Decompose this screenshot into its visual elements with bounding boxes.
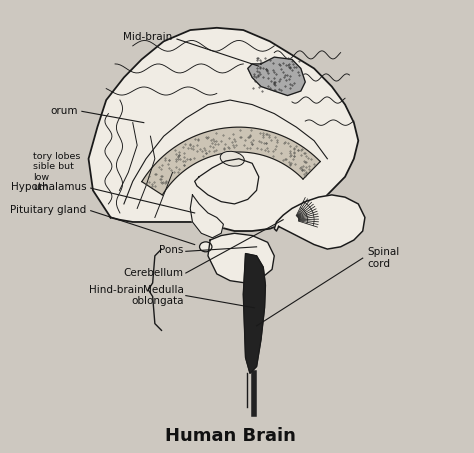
- Ellipse shape: [200, 242, 212, 252]
- Polygon shape: [89, 28, 358, 231]
- Text: Human Brain: Human Brain: [164, 428, 295, 445]
- Text: Pons: Pons: [159, 246, 183, 255]
- Text: orum: orum: [50, 106, 77, 116]
- Polygon shape: [195, 159, 259, 204]
- Text: Pituitary gland: Pituitary gland: [10, 205, 86, 215]
- Text: Mid-brain: Mid-brain: [123, 32, 173, 42]
- Polygon shape: [208, 233, 274, 283]
- Text: Hind-brain: Hind-brain: [89, 285, 144, 295]
- Polygon shape: [190, 195, 223, 238]
- Text: Hypothalamus: Hypothalamus: [11, 182, 86, 192]
- Text: tory lobes
sible but
low
um.: tory lobes sible but low um.: [33, 152, 81, 192]
- Polygon shape: [274, 195, 365, 249]
- Ellipse shape: [220, 151, 244, 166]
- Text: Spinal
cord: Spinal cord: [367, 247, 400, 269]
- Text: Medulla
oblongata: Medulla oblongata: [131, 285, 183, 306]
- Polygon shape: [142, 127, 320, 195]
- Polygon shape: [243, 254, 265, 373]
- Polygon shape: [248, 57, 305, 96]
- Text: Cerebellum: Cerebellum: [124, 268, 183, 278]
